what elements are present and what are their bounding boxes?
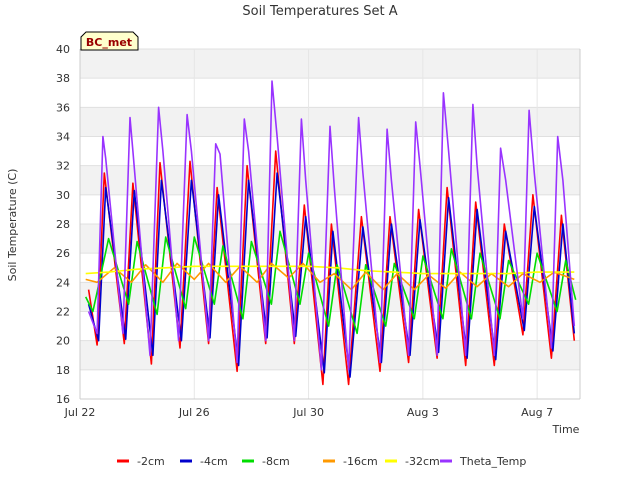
series-lines <box>84 80 577 386</box>
series-line <box>87 172 576 378</box>
y-tick-label: 32 <box>56 160 70 173</box>
y-tick-label: 40 <box>56 43 70 56</box>
y-tick-label: 24 <box>56 276 70 289</box>
y-tick-label: 38 <box>56 72 70 85</box>
station-badge: BC_met <box>80 31 139 51</box>
legend-label: -2cm <box>137 455 165 468</box>
y-tick-label: 16 <box>56 393 70 406</box>
y-tick-label: 26 <box>56 247 70 260</box>
legend-label: -4cm <box>200 455 228 468</box>
y-tick-label: 20 <box>56 335 70 348</box>
x-tick-label: Jul 22 <box>64 406 96 419</box>
series-line <box>85 262 575 291</box>
y-tick-label: 18 <box>56 364 70 377</box>
y-tick-label: 34 <box>56 131 70 144</box>
chart-title: Soil Temperatures Set A <box>242 4 397 19</box>
badge-label: BC_met <box>86 36 132 49</box>
x-axis-label: Time <box>552 423 580 436</box>
plot-band <box>80 49 580 79</box>
x-axis: Jul 22 Jul 26 Jul 30 Aug 3 Aug 7 <box>64 406 554 419</box>
x-tick-label: Jul 26 <box>178 406 210 419</box>
legend: -2cm -4cm -8cm -16cm -32cm Theta_Temp <box>117 455 526 468</box>
y-tick-label: 30 <box>56 189 70 202</box>
legend-label: -8cm <box>262 455 290 468</box>
x-tick-label: Aug 3 <box>407 406 439 419</box>
y-tick-label: 36 <box>56 101 70 114</box>
x-tick-label: Jul 30 <box>292 406 324 419</box>
legend-label: Theta_Temp <box>459 455 526 468</box>
series-line <box>84 230 577 335</box>
y-axis: 16 18 20 22 24 26 28 30 32 34 36 38 40 <box>56 43 70 406</box>
x-tick-label: Aug 7 <box>521 406 553 419</box>
legend-label: -16cm <box>343 455 378 468</box>
y-tick-label: 28 <box>56 218 70 231</box>
legend-label: -32cm <box>405 455 440 468</box>
badge-shape <box>80 31 139 51</box>
y-axis-label: Soil Temperature (C) <box>6 169 19 282</box>
plot-band <box>80 340 580 370</box>
y-tick-label: 22 <box>56 306 70 319</box>
series-line <box>87 80 576 371</box>
series-line <box>87 150 576 386</box>
series-line <box>85 265 575 275</box>
